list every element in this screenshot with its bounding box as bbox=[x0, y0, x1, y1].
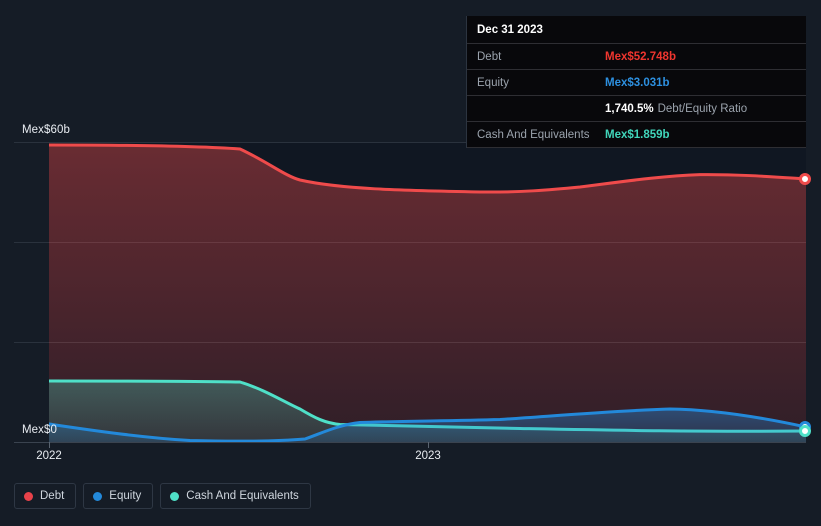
x-axis-label-2023: 2023 bbox=[415, 450, 441, 462]
legend-item-debt[interactable]: Debt bbox=[14, 483, 77, 509]
tooltip-suffix-ratio: Debt/Equity Ratio bbox=[657, 102, 748, 115]
endpoint-marker-debt bbox=[799, 173, 811, 185]
legend-item-equity[interactable]: Equity bbox=[83, 483, 154, 509]
legend-label-debt: Debt bbox=[40, 490, 65, 502]
area-debt bbox=[49, 145, 806, 442]
tooltip-row-debt: Debt Mex$52.748b bbox=[467, 44, 806, 70]
tooltip-label-equity: Equity bbox=[477, 76, 509, 89]
legend-label-equity: Equity bbox=[109, 490, 142, 502]
tooltip-value-ratio: 1,740.5% bbox=[605, 102, 654, 115]
tooltip-row-cash: Cash And Equivalents Mex$1.859b bbox=[467, 122, 806, 148]
line-debt bbox=[49, 143, 806, 194]
legend-dot-cash-icon bbox=[170, 491, 180, 501]
line-equity bbox=[49, 407, 806, 443]
tooltip-label-debt: Debt bbox=[477, 50, 502, 63]
tooltip-value-cash: Mex$1.859b bbox=[605, 128, 670, 141]
legend-label-cash-and-equivalents: Cash And Equivalents bbox=[186, 490, 299, 502]
area-cash bbox=[49, 381, 806, 442]
tooltip-date-title: Dec 31 2023 bbox=[467, 16, 806, 44]
x-axis-label-2022: 2022 bbox=[36, 450, 62, 462]
legend-item-cash-and-equivalents[interactable]: Cash And Equivalents bbox=[160, 483, 311, 509]
legend-dot-debt-icon bbox=[24, 491, 33, 501]
endpoint-marker-cash bbox=[799, 425, 811, 437]
y-axis-label-zero: Mex$0 bbox=[22, 424, 58, 436]
chart-tooltip: Dec 31 2023 Debt Mex$52.748b Equity Mex$… bbox=[466, 16, 806, 148]
tooltip-value-equity: Mex$3.031b bbox=[605, 76, 670, 89]
tooltip-value-debt: Mex$52.748b bbox=[605, 50, 676, 63]
tooltip-label-cash: Cash And Equivalents bbox=[477, 128, 590, 141]
y-axis-label-top: Mex$60b bbox=[22, 124, 71, 136]
tooltip-row-debt-equity-ratio: 1,740.5% Debt/Equity Ratio bbox=[467, 96, 806, 122]
tooltip-row-equity: Equity Mex$3.031b bbox=[467, 70, 806, 96]
legend-dot-equity-icon bbox=[93, 491, 103, 501]
chart-legend: Debt Equity Cash And Equivalents bbox=[14, 483, 311, 509]
area-equity bbox=[49, 409, 806, 442]
